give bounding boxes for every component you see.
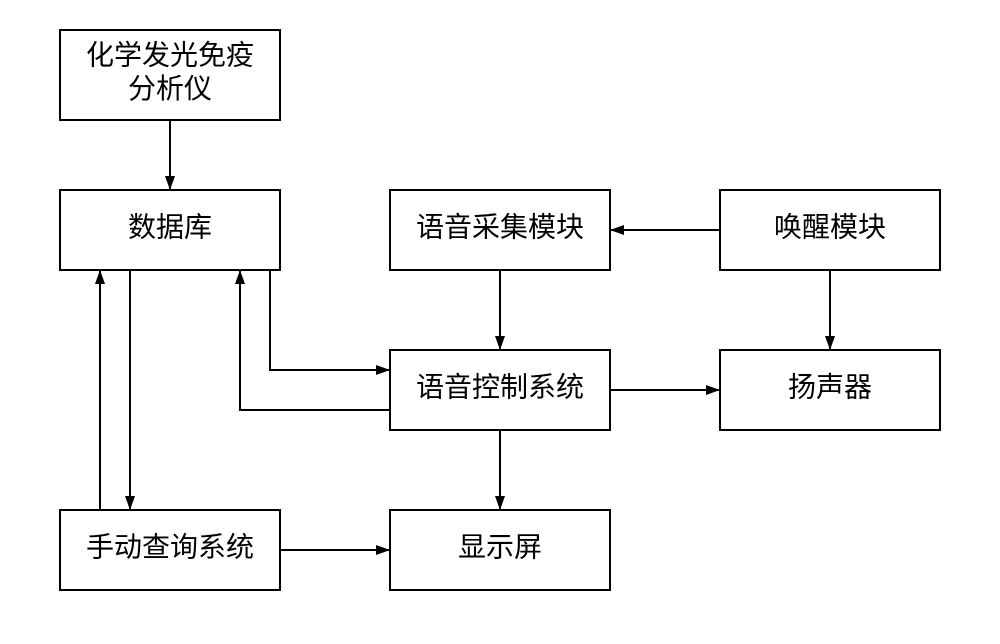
node-wake: 唤醒模块 bbox=[720, 190, 940, 270]
node-database-label: 数据库 bbox=[128, 211, 212, 243]
node-voice_input-label: 语音采集模块 bbox=[416, 211, 584, 243]
node-analyzer-label: 分析仪 bbox=[128, 73, 212, 105]
flowchart-canvas: 化学发光免疫分析仪数据库 语音采集模块 唤醒模块语音控制系统 扬声器手动查询系统 显示屏 bbox=[0, 0, 1000, 644]
node-analyzer-label: 化学发光免疫 bbox=[86, 40, 254, 72]
node-speaker: 扬声器 bbox=[720, 350, 940, 430]
node-manual_query-label: 手动查询系统 bbox=[86, 531, 254, 563]
node-analyzer: 化学发光免疫分析仪 bbox=[60, 30, 280, 120]
node-manual_query: 手动查询系统 bbox=[60, 510, 280, 590]
node-wake-label: 唤醒模块 bbox=[774, 211, 886, 243]
node-voice_ctrl-label: 语音控制系统 bbox=[416, 371, 584, 403]
node-display-label: 显示屏 bbox=[458, 532, 542, 563]
node-voice_ctrl: 语音控制系统 bbox=[390, 350, 610, 430]
node-voice_input: 语音采集模块 bbox=[390, 190, 610, 270]
edge-voice_ctrl-to-database bbox=[240, 270, 390, 410]
node-display: 显示屏 bbox=[390, 510, 610, 590]
edge-database-to-voice_ctrl bbox=[270, 270, 390, 370]
node-speaker-label: 扬声器 bbox=[788, 371, 872, 403]
node-database: 数据库 bbox=[60, 190, 280, 270]
